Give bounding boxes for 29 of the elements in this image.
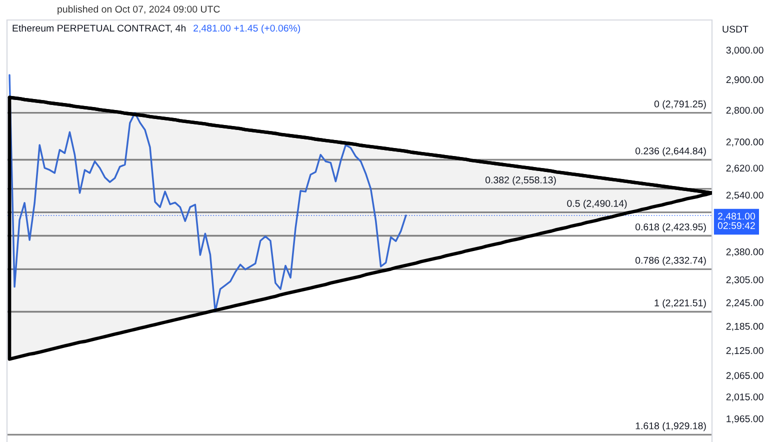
y-axis-title: USDT [722,26,748,33]
y-tick-label: 2,245.00 [726,299,764,308]
line-series [8,96,712,195]
ref-line-label: 0.5 (2,490.14) [567,200,627,209]
text: published on Oct 07, 2024 09:00 UTC [58,5,220,15]
ref-line-label: 0 (2,791.25) [654,100,706,110]
ref-line-label: 0.382 (2,558.13) [485,176,556,186]
line-series [8,74,407,312]
y-tick-label: 3,000.00 [726,46,764,55]
y-tick-label: 2,700.00 [726,138,764,147]
ref-line-label: 1.618 (1,929.18) [636,422,706,432]
ref-line-label: 0.236 (2,644.84) [635,147,706,156]
chart-subtitle: 2,481.00 +1.45 (+0.06%) [194,24,300,34]
y-tick-label: 2,620.00 [726,164,764,173]
y-tick-label: 2,900.00 [726,76,764,84]
chart-title: Ethereum PERPETUAL CONTRACT, 4h [12,24,186,33]
y-tick-label: 2,065.00 [726,372,764,380]
y-tick-label: 2,380.00 [726,248,764,256]
ref-line-label: 1 (2,221.51) [654,299,706,308]
ref-line-label: 2,481.00 02:59:42 [718,212,756,230]
y-tick-label: 2,540.00 [726,192,764,200]
ref-line-label: 0.786 (2,332.74) [635,256,706,266]
ref-line-label: 0.618 (2,423.95) [635,223,706,232]
y-tick-label: 2,185.00 [726,322,764,331]
y-tick-label: 2,125.00 [726,347,764,356]
y-tick-label: 2,015.00 [726,393,764,402]
y-tick-label: 2,305.00 [726,276,764,284]
y-tick-label: 1,965.00 [726,415,764,424]
y-tick-label: 2,800.00 [726,106,764,115]
